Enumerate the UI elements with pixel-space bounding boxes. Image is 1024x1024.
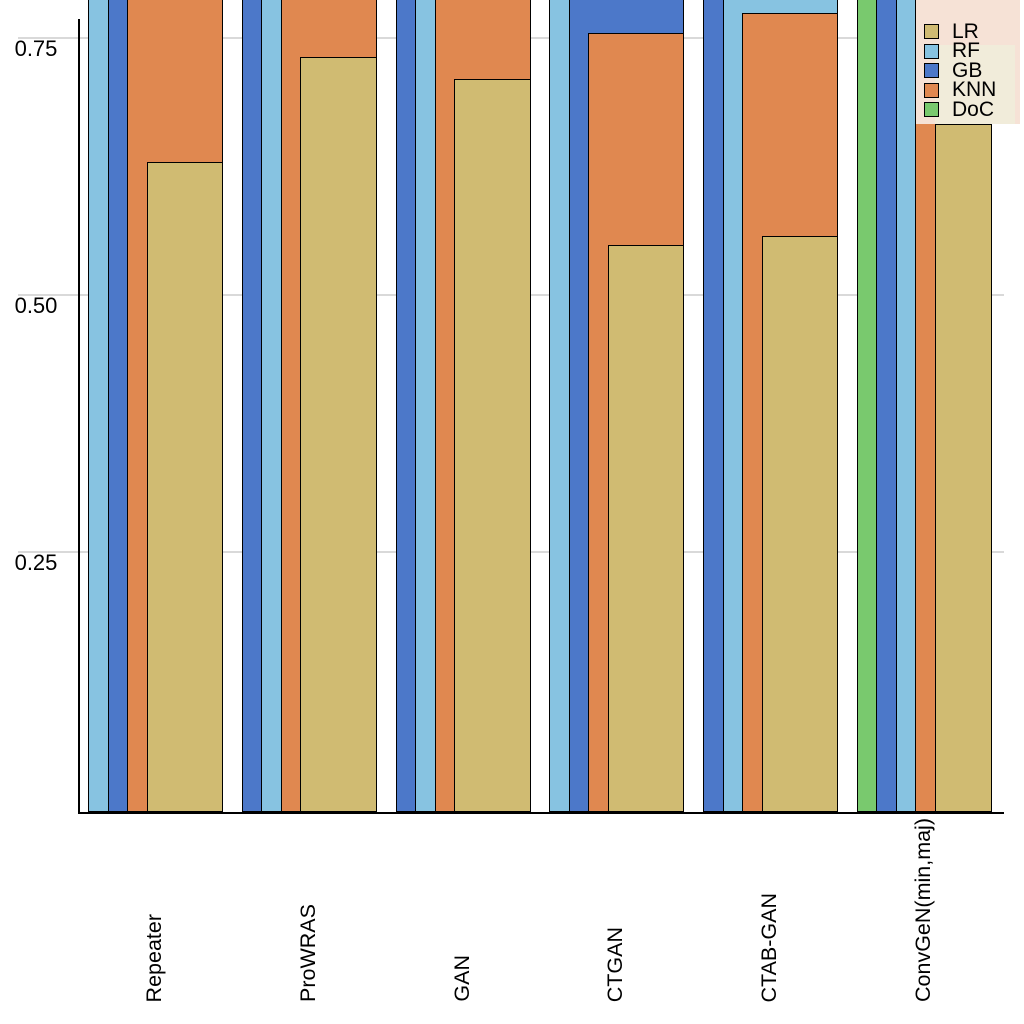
legend-item-GB: GB [916,58,983,82]
legend-item-LR: LR [916,19,979,43]
x-label-CTGAN: CTGAN [603,926,628,1002]
legend-item-RF: RF [916,39,980,63]
y-tick-label-0.50: 0.50 [14,293,58,318]
bar-Repeater-LR [146,162,224,812]
legend-item-KNN: KNN [916,78,997,102]
legend-swatch-DoC [924,102,939,118]
legend-label-LR: LR [952,19,979,43]
legend-label-GB: GB [952,58,983,82]
legend-label-RF: RF [952,39,980,63]
bar-ProWRAS-LR [300,57,377,812]
legend: LR RF GB KNN DoC [916,0,1020,124]
x-label-GAN: GAN [449,955,474,1002]
bar-CTGAN-LR [607,244,685,812]
legend-item-DoC: DoC [916,97,995,121]
legend-label-KNN: KNN [952,78,997,102]
legend-label-DoC: DoC [952,97,995,121]
x-label-Repeater: Repeater [142,913,167,1002]
legend-swatch-KNN [924,82,939,98]
y-axis-line [78,19,80,814]
y-tick-label-0.75: 0.75 [14,35,58,61]
x-label-CTAB-GAN: CTAB-GAN [757,892,782,1003]
y-tick-label-0.25: 0.25 [14,550,58,576]
x-axis-line [78,812,1004,814]
bar-CTAB-GAN-LR [761,236,839,812]
legend-swatch-LR [924,24,939,39]
x-label-ProWRAS: ProWRAS [295,904,320,1002]
bar-GAN-LR [454,78,531,812]
bar-ConvGeN-min-maj--LR [934,124,992,812]
legend-swatch-RF [924,43,939,59]
x-label-ConvGeN-min-maj-: ConvGeN(min,maj) [910,818,935,1002]
legend-swatch-GB [924,63,939,79]
legend-inner-background [935,45,1015,124]
